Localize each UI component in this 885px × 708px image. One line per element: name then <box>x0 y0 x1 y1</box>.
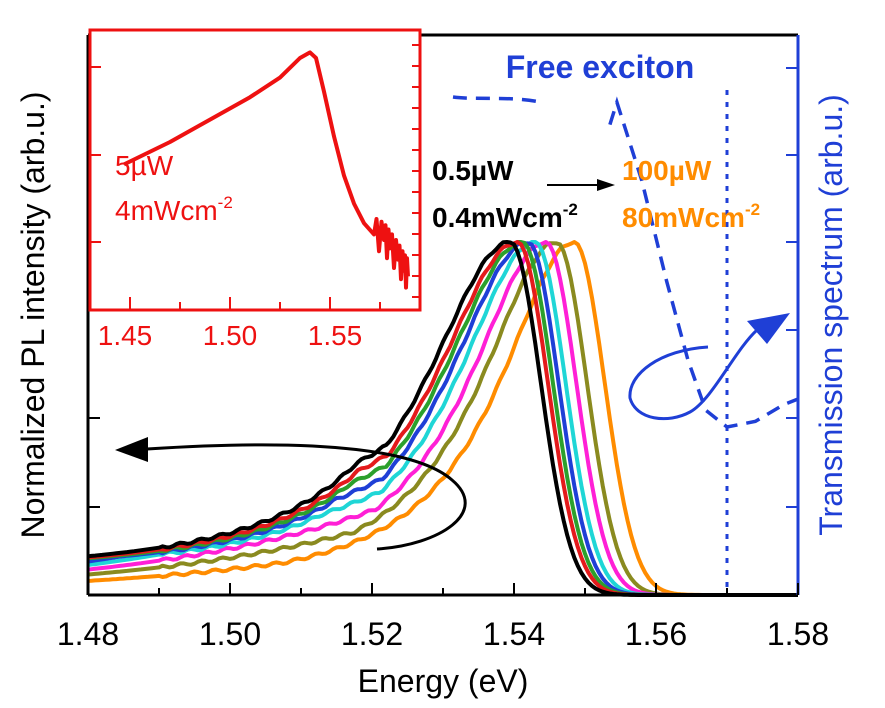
inset-tick-marks <box>90 44 420 310</box>
right-axis-curved-arrow <box>628 328 759 421</box>
inset-density-value: 4mWcm <box>115 195 218 226</box>
low-density-value: 0.4mWcm <box>432 202 563 233</box>
low-density-label: 0.4mWcm-2 <box>432 200 578 233</box>
left-tick-marks <box>88 417 100 508</box>
free-exciton-label: Free exciton <box>506 49 695 85</box>
inset-density-label: 4mWcm-2 <box>115 193 233 226</box>
inset-x-tick-label: 1.50 <box>203 320 258 351</box>
x-axis-title: Energy (eV) <box>358 663 529 699</box>
inset-power-label: 5µW <box>115 150 174 181</box>
x-tick-label: 1.50 <box>199 616 261 652</box>
high-density-label: 80mWcm-2 <box>622 200 760 233</box>
left-axis-curved-arrow <box>146 443 467 551</box>
left-axis-arrow-head <box>115 437 148 462</box>
transmission-line <box>452 95 541 104</box>
inset-chart: 1.45 1.50 1.55 5µW 4mWcm-2 <box>88 28 422 351</box>
high-density-value: 80mWcm <box>622 202 745 233</box>
right-tick-marks <box>786 67 798 508</box>
inset-x-tick-label: 1.55 <box>308 320 363 351</box>
inset-density-exp: -2 <box>218 193 233 212</box>
x-tick-label: 1.54 <box>483 616 545 652</box>
low-power-label: 0.5µW <box>432 155 514 186</box>
inset-spectrum-line <box>123 50 410 290</box>
x-tick-label: 1.56 <box>625 616 687 652</box>
high-density-exp: -2 <box>745 200 760 219</box>
high-power-label: 100µW <box>622 155 712 186</box>
x-tick-label: 1.52 <box>341 616 403 652</box>
inset-x-tick-label: 1.45 <box>98 320 153 351</box>
x-tick-label: 1.58 <box>767 616 829 652</box>
low-density-exp: -2 <box>563 200 578 219</box>
transmission-layer <box>452 90 799 595</box>
x-tick-marks <box>87 583 799 595</box>
transmission-line <box>608 96 799 429</box>
x-tick-label: 1.48 <box>57 616 119 652</box>
power-shift-arrow-head <box>597 179 615 191</box>
right-axis-arrow-head <box>747 313 790 344</box>
inset-frame <box>88 28 422 312</box>
series-layer <box>87 240 798 597</box>
y-axis-title-right: Transmission spectrum (arb.u.) <box>813 94 849 536</box>
y-axis-title-left: Normalized PL intensity (arb.u.) <box>15 92 51 539</box>
